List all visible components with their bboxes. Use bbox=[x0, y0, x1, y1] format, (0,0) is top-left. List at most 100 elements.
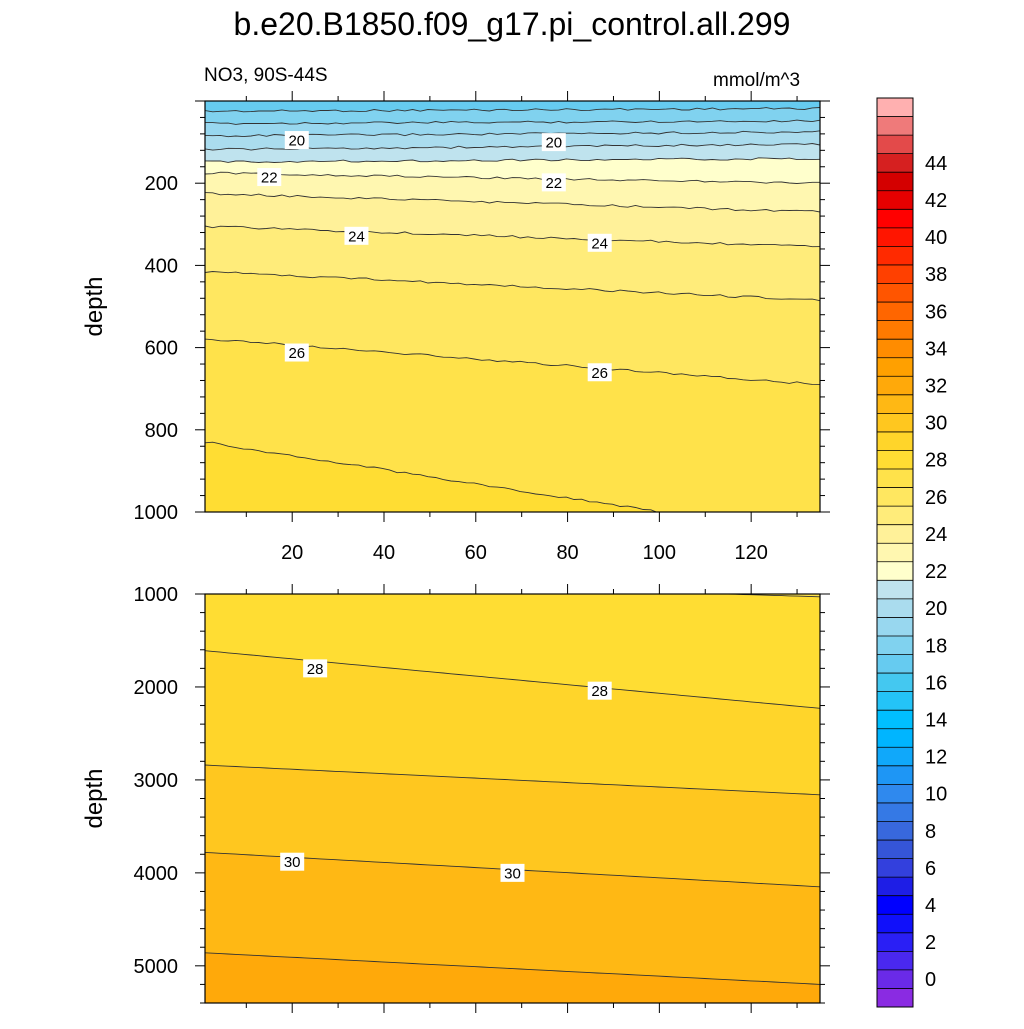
contour-line-25 bbox=[205, 271, 820, 302]
colorbar-label: 2 bbox=[925, 932, 936, 954]
colorbar-swatch bbox=[877, 635, 913, 655]
colorbar-swatch bbox=[877, 932, 913, 952]
contour-label-text: 22 bbox=[545, 175, 562, 192]
colorbar-label: 16 bbox=[925, 672, 947, 694]
colorbar-swatch bbox=[877, 802, 913, 822]
colorbar-swatch bbox=[877, 877, 913, 896]
colorbar-swatch bbox=[877, 821, 913, 841]
units-label: mmol/m^3 bbox=[713, 70, 801, 91]
colorbar-swatch bbox=[877, 747, 913, 767]
colorbar-label: 40 bbox=[925, 227, 947, 249]
y-tick-label: 3000 bbox=[134, 770, 179, 792]
contour-label-text: 28 bbox=[591, 683, 608, 700]
x-tick-label: 120 bbox=[734, 542, 767, 564]
colorbar-swatch bbox=[877, 561, 913, 581]
contour-label-text: 20 bbox=[545, 135, 562, 152]
contour-line-22 bbox=[205, 171, 820, 184]
colorbar-swatch bbox=[877, 302, 913, 321]
colorbar-swatch bbox=[877, 765, 913, 785]
panel-upper: 20 20 22 22 24 24 26 26 200 400 600 800 1000 20 40 60 80… bbox=[81, 91, 830, 564]
colorbar-swatch bbox=[877, 209, 913, 229]
colorbar-swatch bbox=[877, 98, 913, 117]
contour-label: 30 bbox=[280, 852, 305, 871]
colorbar-swatch bbox=[877, 339, 913, 359]
y-tick-label: 2000 bbox=[134, 677, 179, 699]
variable-region-label: NO3, 90S-44S bbox=[204, 65, 328, 86]
contour-label: 30 bbox=[500, 863, 525, 882]
colorbar-swatch bbox=[877, 450, 913, 470]
y-axis-title: depth bbox=[81, 768, 108, 828]
colorbar-label: 14 bbox=[925, 709, 947, 731]
contour-label: 20 bbox=[284, 131, 309, 150]
colorbar-swatch bbox=[877, 580, 913, 600]
colorbar-swatch bbox=[877, 895, 913, 915]
colorbar-swatch bbox=[877, 543, 913, 563]
contour-line-24 bbox=[205, 225, 820, 248]
contour-line-23 bbox=[205, 192, 820, 213]
colorbar-swatch bbox=[877, 654, 913, 674]
colorbar-swatch bbox=[877, 951, 913, 971]
plot-frame bbox=[204, 100, 821, 513]
colorbar-swatch bbox=[877, 283, 913, 303]
colorbar-label: 42 bbox=[925, 190, 947, 212]
y-tick-label: 4000 bbox=[134, 863, 179, 885]
colorbar-label: 12 bbox=[925, 747, 947, 769]
colorbar-label: 6 bbox=[925, 858, 936, 880]
colorbar-label: 36 bbox=[925, 301, 947, 323]
colorbar-swatch bbox=[877, 190, 913, 210]
colorbar-swatch bbox=[877, 710, 913, 730]
panel-lower: 28 28 30 30 1000 2000 3000 4000 5000 depth bbox=[81, 584, 830, 1013]
colorbar-swatch bbox=[877, 487, 913, 507]
y-tick-label: 800 bbox=[145, 420, 178, 442]
colorbar-label: 28 bbox=[925, 450, 947, 472]
contour-label-text: 24 bbox=[591, 235, 608, 252]
contour-line-17 bbox=[205, 107, 820, 113]
contour-label-text: 26 bbox=[591, 365, 608, 382]
contour-label: 24 bbox=[344, 226, 369, 245]
contour-label-text: 20 bbox=[288, 133, 305, 150]
colorbar-swatch bbox=[877, 153, 913, 173]
colorbar-label: 24 bbox=[925, 524, 947, 546]
colorbar-swatch bbox=[877, 376, 913, 396]
contour-band bbox=[205, 952, 820, 1003]
colorbar-label: 18 bbox=[925, 635, 947, 657]
colorbar-swatch bbox=[877, 617, 913, 637]
colorbar-label: 20 bbox=[925, 598, 947, 620]
colorbar-label: 8 bbox=[925, 821, 936, 843]
colorbar-label: 34 bbox=[925, 338, 947, 360]
contour-label-text: 30 bbox=[284, 854, 301, 871]
x-tick-label: 60 bbox=[465, 542, 487, 564]
colorbar-swatch bbox=[877, 431, 913, 451]
colorbar-label: 32 bbox=[925, 376, 947, 398]
colorbar-swatch bbox=[877, 413, 913, 433]
colorbar-swatch bbox=[877, 469, 913, 488]
colorbar-frame bbox=[876, 97, 914, 1008]
contour-label: 22 bbox=[541, 173, 566, 192]
colorbar-label: 0 bbox=[925, 969, 936, 991]
contour-line-27 bbox=[205, 441, 658, 512]
y-tick-label: 1000 bbox=[134, 584, 179, 606]
contour-label-text: 26 bbox=[288, 345, 305, 362]
contour-label: 20 bbox=[541, 133, 566, 152]
x-tick-label: 80 bbox=[556, 542, 578, 564]
y-axis-title: depth bbox=[81, 276, 108, 336]
y-tick-label: 400 bbox=[145, 255, 178, 277]
colorbar-swatch bbox=[877, 988, 913, 1008]
x-tick-label: 100 bbox=[643, 542, 676, 564]
colorbar-swatch bbox=[877, 246, 913, 266]
contour-label: 26 bbox=[284, 343, 309, 362]
x-tick-label: 40 bbox=[373, 542, 395, 564]
x-tick-label: 20 bbox=[281, 542, 303, 564]
colorbar-label: 26 bbox=[925, 487, 947, 509]
colorbar-swatch bbox=[877, 264, 913, 284]
contour-label: 28 bbox=[587, 681, 612, 700]
colorbar-swatch bbox=[877, 506, 913, 525]
colorbar-swatch bbox=[877, 357, 913, 377]
colorbar-swatch bbox=[877, 135, 913, 154]
colorbar-swatch bbox=[877, 840, 913, 859]
colorbar-swatch bbox=[877, 728, 913, 748]
contour-line-21 bbox=[205, 157, 820, 163]
contour-label-text: 22 bbox=[261, 170, 278, 187]
colorbar-swatch bbox=[877, 673, 913, 692]
